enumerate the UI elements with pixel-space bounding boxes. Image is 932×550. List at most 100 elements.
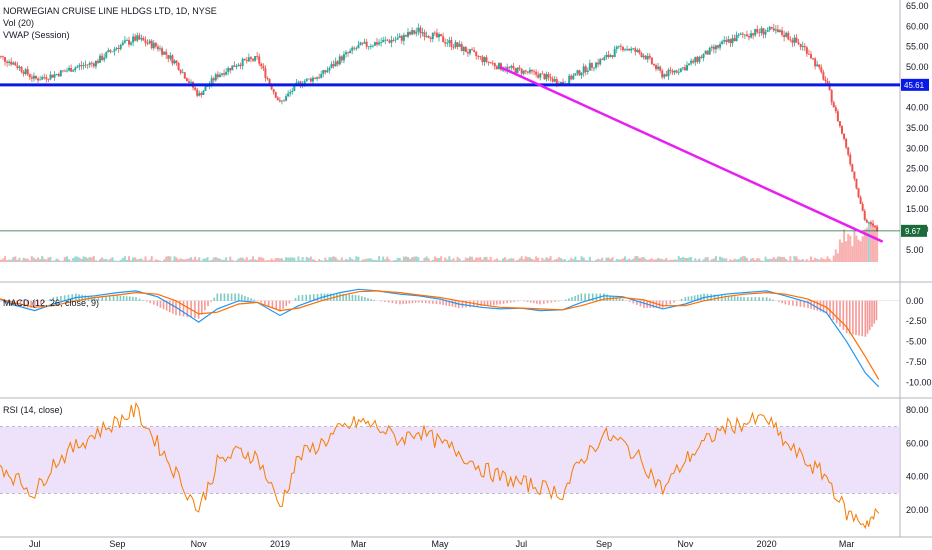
volume-bar bbox=[702, 259, 705, 262]
candle-body bbox=[254, 56, 257, 61]
candle-body bbox=[810, 54, 812, 59]
last-price-badge bbox=[901, 224, 927, 237]
candle-body bbox=[353, 47, 356, 49]
volume-bar bbox=[247, 260, 250, 262]
candle-body bbox=[690, 60, 693, 64]
macd-histogram-bar bbox=[781, 300, 784, 304]
volume-bar bbox=[301, 256, 304, 262]
candle-body bbox=[190, 81, 192, 83]
candle-body bbox=[409, 32, 412, 35]
candle-body bbox=[772, 28, 775, 31]
candle-body bbox=[293, 84, 296, 91]
candle-body bbox=[605, 54, 608, 58]
candle-body bbox=[822, 72, 825, 80]
candle-body bbox=[743, 34, 746, 36]
candle-body bbox=[402, 34, 405, 41]
volume-bar bbox=[142, 260, 145, 262]
candle-body bbox=[442, 36, 445, 42]
candle-body bbox=[797, 42, 800, 44]
candle-body bbox=[210, 78, 213, 85]
candle-body bbox=[776, 29, 779, 33]
macd-histogram-bar bbox=[408, 300, 411, 304]
volume-bar bbox=[146, 260, 149, 262]
volume-bar bbox=[764, 256, 767, 262]
volume-bar bbox=[822, 258, 825, 262]
candle-body bbox=[537, 74, 540, 78]
candle-body bbox=[683, 67, 686, 71]
volume-bar bbox=[227, 260, 230, 262]
volume-bar bbox=[671, 260, 674, 262]
volume-bar bbox=[309, 256, 312, 262]
volume-bar bbox=[107, 260, 110, 262]
volume-bar bbox=[212, 257, 215, 262]
candle-body bbox=[655, 65, 657, 69]
candle-body bbox=[838, 121, 841, 127]
candle-body bbox=[466, 52, 469, 54]
volume-bar bbox=[456, 256, 459, 262]
macd-histogram-bar bbox=[784, 300, 787, 305]
volume-bar bbox=[531, 258, 533, 262]
macd-histogram-bar bbox=[282, 300, 284, 309]
volume-bar bbox=[254, 259, 257, 262]
macd-histogram-bar bbox=[710, 294, 712, 301]
candle-body bbox=[305, 78, 308, 82]
volume-bar bbox=[597, 258, 600, 262]
volume-bar bbox=[766, 259, 769, 262]
candle-body bbox=[524, 70, 527, 72]
candle-body bbox=[793, 37, 796, 43]
volume-bar bbox=[471, 256, 474, 262]
volume-bar bbox=[320, 260, 323, 262]
candle-body bbox=[477, 56, 480, 57]
macd-histogram-bar bbox=[740, 296, 742, 301]
volume-bar bbox=[820, 257, 823, 262]
rsi-tick-label: 40.00 bbox=[906, 472, 929, 482]
volume-bar bbox=[53, 260, 56, 262]
candle-body bbox=[150, 40, 153, 49]
candle-body bbox=[526, 71, 529, 73]
candle-body bbox=[859, 197, 862, 204]
volume-bar bbox=[541, 257, 544, 262]
candle-body bbox=[640, 53, 643, 58]
macd-histogram-bar bbox=[247, 297, 249, 301]
volume-bar bbox=[630, 259, 633, 262]
volume-bar bbox=[510, 258, 513, 262]
volume-bar bbox=[733, 258, 736, 262]
candle-body bbox=[624, 49, 626, 51]
candle-body bbox=[80, 65, 83, 67]
candle-body bbox=[433, 32, 436, 34]
candle-body bbox=[241, 58, 244, 66]
volume-bar bbox=[688, 257, 691, 262]
macd-histogram-bar bbox=[649, 300, 652, 308]
volume-bar bbox=[84, 256, 87, 262]
candle-body bbox=[621, 46, 624, 51]
macd-histogram-bar bbox=[200, 300, 203, 315]
volume-bar bbox=[4, 256, 6, 262]
candle-body bbox=[446, 42, 449, 44]
candle-body bbox=[754, 29, 757, 36]
macd-histogram-bar bbox=[835, 300, 838, 324]
candle-body bbox=[510, 66, 513, 68]
volume-bar bbox=[442, 260, 445, 262]
candle-body bbox=[37, 78, 40, 81]
volume-bar bbox=[76, 256, 79, 262]
candle-body bbox=[365, 41, 368, 47]
candle-body bbox=[752, 33, 755, 36]
volume-bar bbox=[260, 257, 263, 262]
volume-bar bbox=[165, 256, 168, 262]
macd-histogram-bar bbox=[816, 300, 819, 311]
candle-body bbox=[679, 68, 682, 73]
volume-bar bbox=[489, 256, 492, 262]
volume-bar bbox=[37, 257, 40, 262]
volume-bar bbox=[642, 256, 645, 262]
candle-body bbox=[696, 56, 699, 62]
volume-bar bbox=[92, 256, 95, 262]
candle-body bbox=[582, 66, 585, 74]
volume-bar bbox=[518, 258, 521, 262]
volume-bar bbox=[276, 257, 279, 262]
candle-body bbox=[380, 42, 383, 43]
candle-body bbox=[119, 44, 122, 50]
macd-histogram-bar bbox=[405, 300, 408, 304]
candle-body bbox=[51, 74, 54, 78]
candle-body bbox=[686, 65, 688, 71]
candle-body bbox=[812, 58, 815, 60]
